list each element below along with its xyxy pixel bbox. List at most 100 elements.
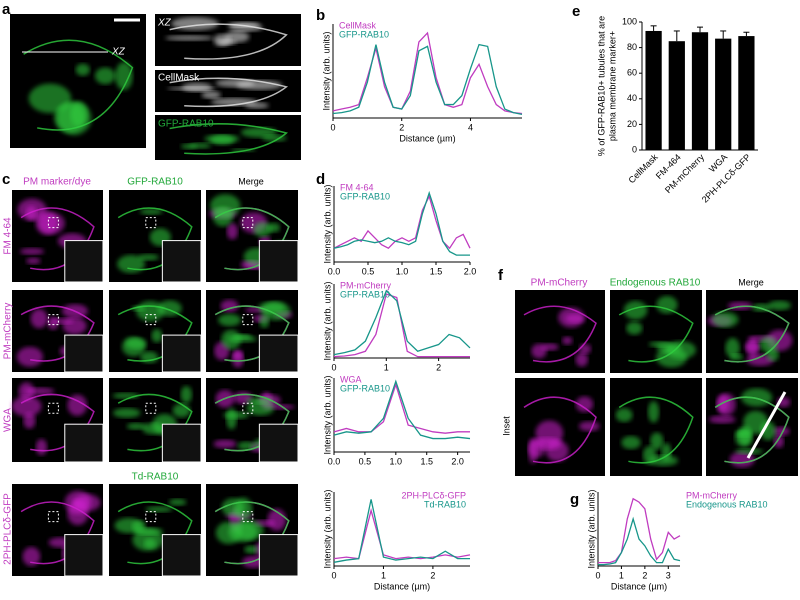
bar (715, 38, 732, 150)
y-tick-label: 60 (627, 68, 637, 78)
cell-signal (30, 308, 48, 329)
cell-signal (75, 63, 90, 76)
cell-signal (180, 386, 192, 404)
cell-signal (768, 300, 791, 311)
column-header: Merge (238, 176, 264, 186)
x-tick-label: 2.0 (451, 456, 464, 466)
cell-signal (94, 67, 116, 85)
legend-label: WGA (340, 374, 362, 384)
y-tick-label: 20 (627, 119, 637, 129)
panel-letter: e (572, 3, 580, 20)
cell-signal (578, 421, 600, 432)
series-line (333, 379, 471, 440)
cell-signal (711, 311, 739, 328)
row-label: PM-mCherry (3, 303, 14, 360)
cell-signal (64, 490, 92, 515)
cell-signal (213, 439, 237, 449)
x-tick-label: 1.0 (390, 456, 403, 466)
image-label: XZ (111, 47, 126, 58)
inset (64, 334, 104, 373)
x-tick-label: 2 (430, 570, 435, 580)
x-tick-label: 1 (381, 570, 386, 580)
micrographs (10, 14, 798, 577)
cell-signal (246, 400, 275, 416)
y-axis-label: Intensity (arb. units) (322, 375, 332, 454)
cell-signal (734, 448, 764, 455)
y-axis-label: Intensity (arb. units) (322, 184, 332, 263)
series-line (333, 289, 471, 356)
x-tick-label: 0 (330, 122, 335, 132)
cell-signal (23, 412, 36, 429)
x-tick-label: 2 (436, 362, 441, 372)
column-header: GFP-RAB10 (127, 177, 183, 188)
cell-outline (20, 393, 95, 452)
legend-label: GFP-RAB10 (339, 29, 389, 39)
legend-label: Td-RAB10 (424, 499, 466, 509)
cell-signal (19, 248, 45, 255)
x-tick-label: 1.0 (396, 266, 409, 276)
inset (258, 534, 299, 577)
y-axis-label: Intensity (arb. units) (322, 489, 332, 568)
cell-outline (117, 305, 193, 362)
cell-signal (259, 314, 270, 328)
cell-signal (655, 347, 688, 368)
column-header: PM-mCherry (531, 278, 588, 289)
cell-signal (621, 436, 641, 450)
cell-signal (204, 134, 240, 144)
y-tick-label: 80 (627, 42, 637, 52)
roi (47, 217, 59, 229)
cell-signal (125, 338, 147, 350)
cell-signal (267, 222, 281, 233)
inset (258, 334, 299, 373)
cell-outline (618, 305, 694, 363)
image-label: XZ (157, 18, 172, 29)
cell-outline (20, 501, 95, 565)
row-label: FM 4-64 (3, 217, 14, 255)
x-tick-label: 0.0 (328, 456, 341, 466)
bar (691, 32, 709, 150)
series-line (333, 293, 470, 358)
cell-outline (117, 393, 193, 452)
cell-signal (562, 336, 573, 345)
roi (242, 217, 254, 229)
legend-label: PM-mCherry (686, 490, 737, 500)
cell-signal (232, 349, 244, 368)
cell-signal (743, 410, 769, 435)
legend-label: GFP-RAB10 (340, 191, 390, 201)
cell-signal (22, 546, 41, 567)
y-axis-label: Intensity (arb. units) (321, 31, 331, 110)
legend-label: GFP-RAB10 (340, 383, 390, 393)
cell-signal (172, 403, 191, 418)
cell-signal (245, 397, 274, 404)
cell-signal (220, 299, 239, 313)
series-line (598, 497, 681, 564)
cell-signal (528, 438, 546, 458)
x-tick-label: 1 (619, 570, 624, 580)
micrograph (515, 290, 605, 373)
cell-outline (714, 396, 790, 464)
cell-signal (244, 102, 269, 109)
cell-outline (20, 207, 95, 271)
bar (645, 30, 662, 150)
x-tick-label: 0 (595, 570, 600, 580)
cell-signal (16, 346, 44, 367)
cell-signal (224, 31, 250, 43)
cell-signal (773, 434, 784, 449)
cell-signal (112, 408, 141, 418)
roi (145, 402, 157, 414)
bar (668, 41, 685, 151)
series-line (333, 190, 470, 256)
row-label: 2PH-PLCδ-GFP (3, 493, 14, 565)
x-tick-label: 2.0 (464, 266, 477, 276)
image-labels: XZ XZ CellMask GFP-RAB10 PM marker/dye G… (3, 18, 764, 565)
cell-outline (523, 396, 597, 464)
cell-signal (661, 443, 672, 461)
cell-signal (24, 387, 55, 395)
cell-signal (132, 528, 164, 551)
cell-signal (28, 83, 72, 114)
cell-signal (167, 86, 217, 91)
legend-label: 2PH-PLCδ-GFP (401, 490, 466, 500)
cell-outline (169, 77, 289, 108)
y-axis-label: % of GFP-RAB10+ tubules that are (596, 16, 606, 156)
